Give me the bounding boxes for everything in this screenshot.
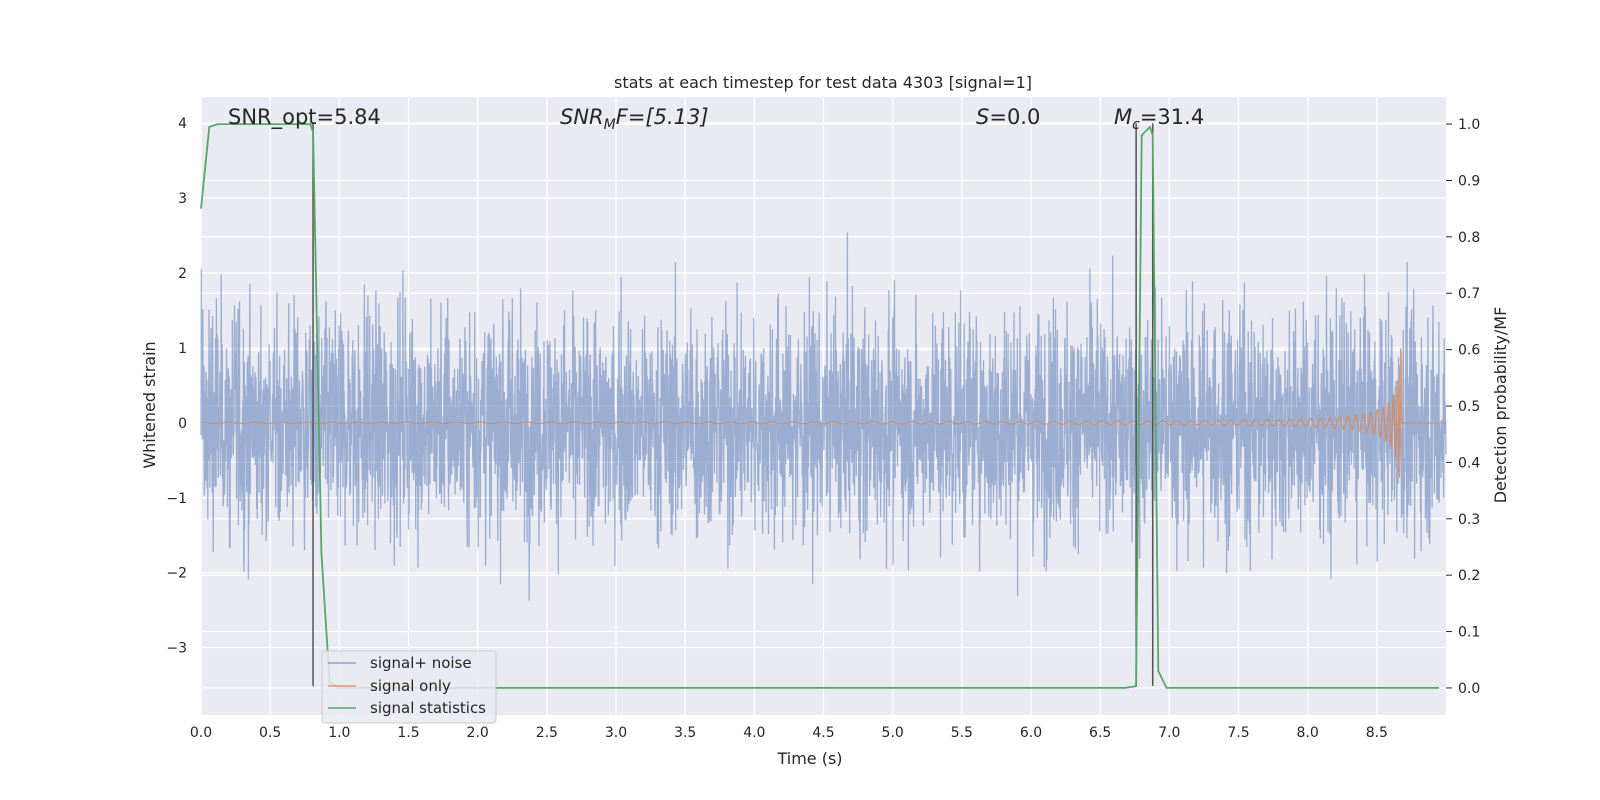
y-tick-label-right: 0.2 — [1458, 568, 1480, 584]
y-tick-label-right: 1.0 — [1458, 117, 1480, 133]
y-tick-label-right: 0.0 — [1458, 681, 1480, 697]
x-tick-label: 8.0 — [1297, 725, 1319, 741]
y-tick-label-right: 0.3 — [1458, 512, 1480, 528]
noise-line — [200, 232, 1447, 601]
annotation-snr-mf: SNRMF=[5.13] — [560, 105, 709, 133]
x-tick-label: 1.0 — [328, 725, 350, 741]
statistics-line — [200, 123, 1440, 689]
legend-label-noise: signal+ noise — [370, 654, 472, 672]
y-tick-label-left: 3 — [178, 191, 187, 207]
y-tick-label-right: 0.7 — [1458, 286, 1480, 302]
annotation-mc-sub: c — [1132, 117, 1140, 133]
y-tick-label-left: 2 — [178, 266, 187, 282]
x-tick-label: 2.5 — [536, 725, 558, 741]
annotation-mc-rest: =31.4 — [1140, 105, 1204, 129]
chart-title: stats at each timestep for test data 430… — [614, 73, 1032, 92]
x-tick-label: 7.5 — [1227, 725, 1249, 741]
y-axis-label-left: Whitened strain — [140, 341, 159, 468]
y-tick-label-left: −3 — [166, 641, 187, 657]
y-tick-label-right: 0.4 — [1458, 455, 1480, 471]
x-tick-label: 5.0 — [882, 725, 904, 741]
annotation-mc-main: M — [1114, 105, 1132, 129]
y-tick-label-left: 4 — [178, 116, 187, 132]
x-tick-label: 4.5 — [812, 725, 834, 741]
signal-only-series — [201, 348, 1446, 478]
x-tick-label: 0.5 — [259, 725, 281, 741]
y-tick-label-right: 0.9 — [1458, 173, 1480, 189]
annotation-s: S=0.0 — [976, 105, 1040, 129]
y-tick-label-left: 1 — [178, 341, 187, 357]
x-tick-label: 3.5 — [674, 725, 696, 741]
annotation-s-main: S — [976, 105, 989, 129]
annotation-mc: Mc=31.4 — [1114, 105, 1204, 133]
x-tick-label: 8.5 — [1366, 725, 1388, 741]
x-tick-label: 3.0 — [605, 725, 627, 741]
legend: signal+ noise signal only signal statist… — [321, 650, 497, 724]
legend-label-stats: signal statistics — [370, 699, 486, 717]
x-tick-label: 6.5 — [1089, 725, 1111, 741]
annotation-snr-mf-rest: F=[5.13] — [616, 105, 709, 129]
annotation-snr-opt: SNR_opt=5.84 — [228, 105, 381, 130]
x-tick-label: 7.0 — [1158, 725, 1180, 741]
x-tick-label: 0.0 — [190, 725, 212, 741]
signal-noise-series — [200, 232, 1447, 601]
legend-box — [321, 650, 497, 724]
y-tick-label-right: 0.1 — [1458, 625, 1480, 641]
legend-label-signal: signal only — [370, 677, 451, 695]
x-tick-label: 2.0 — [467, 725, 489, 741]
y-tick-label-right: 0.5 — [1458, 399, 1480, 415]
y-tick-label-left: −1 — [166, 491, 187, 507]
x-tick-label: 6.0 — [1020, 725, 1042, 741]
signal-statistics-series — [200, 123, 1440, 689]
y-tick-label-left: 0 — [178, 416, 187, 432]
x-tick-label: 4.0 — [743, 725, 765, 741]
y-tick-label-right: 0.8 — [1458, 230, 1480, 246]
y-tick-label-left: −2 — [166, 566, 187, 582]
x-axis-label: Time (s) — [776, 749, 842, 768]
annotation-snr-mf-sub: M — [604, 117, 616, 133]
x-tick-label: 5.5 — [951, 725, 973, 741]
tick-labels: 0.0 0.5 1.0 1.5 2.0 2.5 3.0 3.5 4.0 4.5 5.0 5.5 6.0 6… — [166, 116, 1480, 741]
y-axis-label-right: Detection probability/MF — [1491, 307, 1510, 504]
annotation-s-rest: =0.0 — [989, 105, 1040, 129]
annotation-snr-mf-main: SNR — [560, 105, 604, 129]
x-tick-label: 1.5 — [397, 725, 419, 741]
signal-line — [201, 348, 1446, 478]
y-tick-label-right: 0.6 — [1458, 343, 1480, 359]
